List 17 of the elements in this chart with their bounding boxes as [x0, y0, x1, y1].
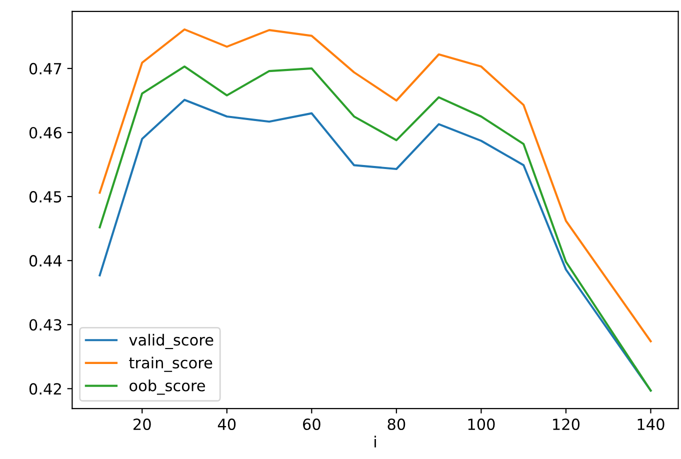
x-tick-label: 60	[303, 418, 320, 430]
legend-label: oob_score	[130, 380, 205, 395]
y-tick-label: 0.46	[29, 126, 62, 139]
y-tick-label: 0.43	[29, 319, 62, 331]
y-tick-label: 0.42	[29, 383, 61, 395]
x-tick-label: 140	[638, 418, 664, 430]
x-axis-title: i	[374, 436, 376, 448]
y-tick-label: 0.45	[29, 191, 62, 203]
y-tick-label: 0.47	[29, 62, 62, 74]
legend-label: valid_score	[129, 334, 214, 350]
y-tick-label: 0.44	[29, 255, 62, 267]
x-tick-label: 100	[468, 418, 495, 430]
x-tick-label: 40	[218, 418, 236, 430]
x-tick-label: 20	[134, 418, 151, 430]
x-tick-label: 80	[388, 418, 406, 430]
x-tick-label: 120	[553, 418, 580, 430]
legend-label: train_score	[129, 356, 212, 372]
